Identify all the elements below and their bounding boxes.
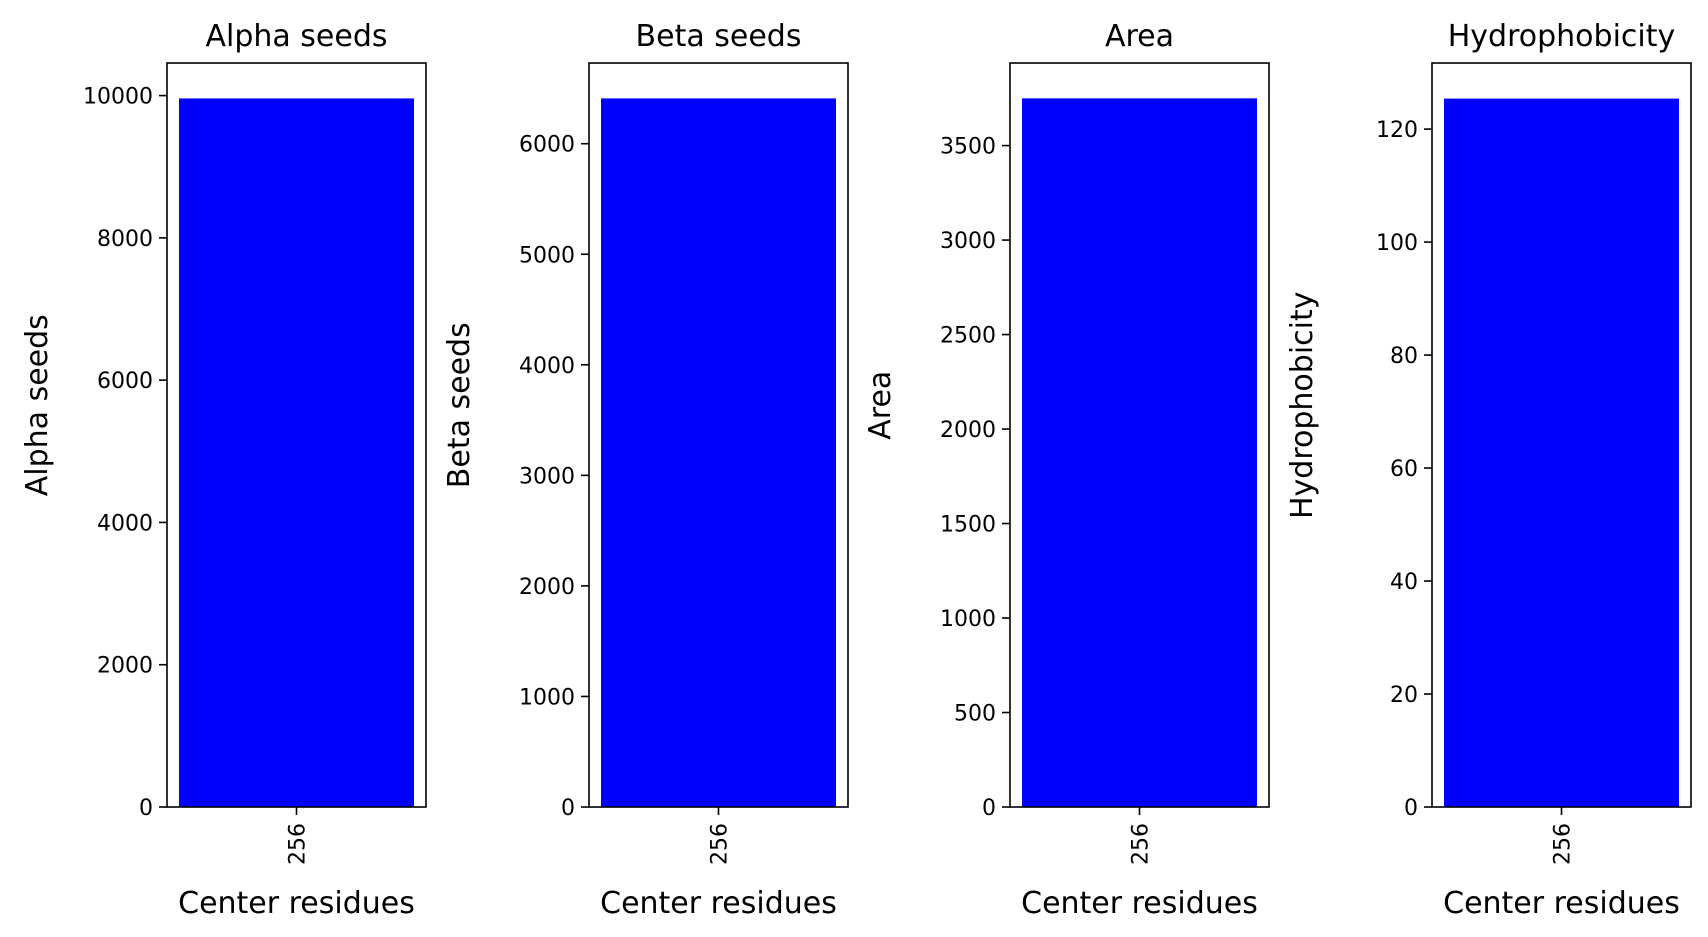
y-axis-label: Hydrophobicity	[1285, 291, 1320, 519]
bar-256	[179, 98, 414, 807]
subplot-hydrophobicity: 256 0 20 40 60 80 100 120 Hydrophobicity Center r…	[1285, 19, 1692, 921]
subplot-title: Area	[1105, 19, 1174, 54]
x-tick-label: 256	[1129, 823, 1154, 865]
y-tick-label: 10000	[83, 85, 153, 110]
y-tick-label: 100	[1376, 231, 1418, 256]
bar-256	[1022, 98, 1257, 808]
x-tick-label: 256	[1551, 823, 1576, 865]
y-tick-label: 0	[982, 796, 996, 821]
bar-256	[1444, 98, 1679, 808]
y-tick-label: 120	[1376, 118, 1418, 143]
x-tick-label: 256	[286, 823, 311, 865]
subplot-title: Hydrophobicity	[1448, 19, 1676, 54]
y-tick-label: 20	[1390, 683, 1418, 708]
x-axis-label: Center residues	[178, 886, 415, 921]
axes-frame	[166, 62, 427, 808]
axes-frame	[588, 62, 849, 808]
y-tick-label: 4000	[97, 511, 153, 536]
x-axis-label: Center residues	[600, 886, 837, 921]
y-tick-label: 3000	[940, 229, 996, 254]
x-tick-label: 256	[708, 823, 733, 865]
subplot-area: 256 0 500 1000 1500 2000 2500 3000 3500 Area Cente…	[863, 19, 1270, 921]
x-axis-label: Center residues	[1443, 886, 1680, 921]
x-axis-label: Center residues	[1021, 886, 1258, 921]
y-tick-label: 1000	[940, 607, 996, 632]
y-tick-label: 80	[1390, 344, 1418, 369]
y-tick-label: 2000	[940, 418, 996, 443]
y-tick-label: 0	[561, 796, 575, 821]
y-tick-label: 2000	[519, 575, 575, 600]
y-tick-label: 4000	[519, 354, 575, 379]
y-tick-label: 60	[1390, 457, 1418, 482]
bar-256	[601, 98, 836, 808]
y-tick-label: 3500	[940, 135, 996, 160]
y-tick-label: 0	[139, 796, 153, 821]
y-tick-label: 3000	[519, 464, 575, 489]
subplot-title: Beta seeds	[636, 19, 802, 54]
y-tick-label: 2500	[940, 324, 996, 349]
axes-frame	[1431, 62, 1692, 808]
y-tick-label: 1000	[519, 685, 575, 710]
y-axis-label: Beta seeds	[442, 322, 477, 488]
subplot-beta-seeds: 256 0 1000 2000 3000 4000 5000 6000 Beta seeds Ce…	[442, 19, 849, 921]
y-tick-label: 1500	[940, 513, 996, 538]
subplot-alpha-seeds: 256 0 2000 4000 6000 8000 10000 Alpha seeds Cent…	[20, 19, 427, 921]
y-tick-label: 40	[1390, 570, 1418, 595]
subplot-title: Alpha seeds	[205, 19, 387, 54]
y-tick-label: 0	[1404, 796, 1418, 821]
y-tick-label: 6000	[97, 369, 153, 394]
axes-frame	[1009, 62, 1270, 808]
y-tick-label: 5000	[519, 243, 575, 268]
y-tick-label: 6000	[519, 133, 575, 158]
y-tick-label: 2000	[97, 654, 153, 679]
y-axis-label: Alpha seeds	[20, 314, 55, 496]
y-tick-label: 8000	[97, 227, 153, 252]
y-axis-label: Area	[863, 371, 898, 440]
y-tick-label: 500	[954, 702, 996, 727]
